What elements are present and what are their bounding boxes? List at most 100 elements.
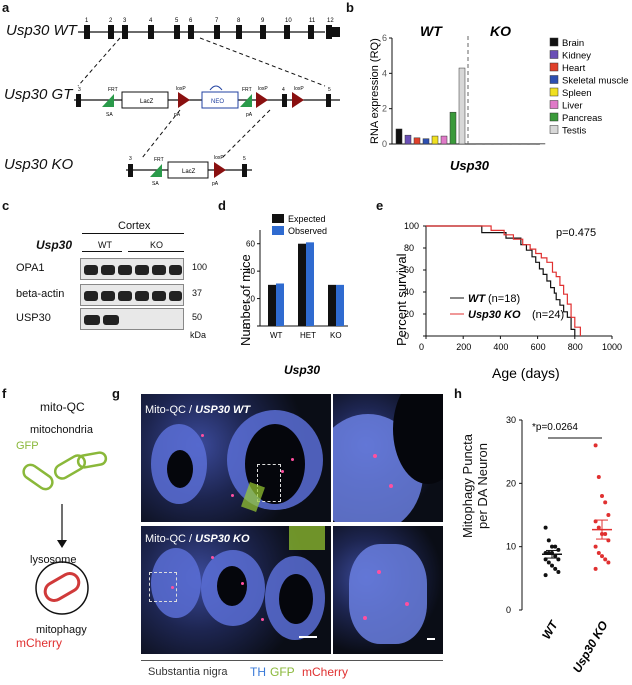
h-point [553,566,558,571]
h-ytick: 20 [506,478,516,488]
svg-text:SA: SA [152,181,159,186]
h-point [603,500,608,505]
b-legend-swatch [549,87,559,97]
mito-qc-schematic [22,451,108,615]
exon-label: 7 [215,18,219,24]
e-ytick: 100 [404,221,419,231]
d-legend-swatch [272,214,284,223]
svg-text:FRT: FRT [242,87,252,93]
e-xlabel: Age (days) [492,365,560,381]
b-legend-label: Skeletal muscle [562,76,629,87]
blot-genotype-label: Usp30 [36,238,73,252]
usp30-ko-label: Usp30 KO [4,156,74,173]
b-bar [395,128,403,145]
blot-wt-label: WT [98,240,112,250]
e-xtick: 200 [456,342,471,352]
mitophagy-chart: 0 10 20 30 WT Usp30 KO *p=0.0264 [506,415,612,675]
svg-text:5: 5 [243,156,246,162]
panel-label-a: a [2,0,10,15]
d-xtick: KO [330,331,342,340]
b-bar [440,135,448,145]
svg-text:FRT: FRT [154,157,164,163]
usp30-gt-label: Usp30 GT [4,86,73,103]
exon-label: 10 [285,18,292,24]
exon-label: 9 [261,18,265,24]
svg-text:LacZ: LacZ [182,169,196,175]
g-wt-title: Mito-QC / USP30 WT [145,404,251,416]
d-bar [328,284,336,326]
e-survival-line [426,225,576,336]
h-point [603,532,608,536]
gene-targeting-diagram: 1 2 3 4 5 6 7 8 9 10 11 12 3 FRT LacZ loxP NEO FRT … [74,18,340,186]
h-xtick: Usp30 KO [570,618,611,675]
g-gfp-label: GFP [270,665,295,679]
d-legend-label: Observed [288,226,327,236]
e-ytick: 40 [404,287,414,297]
e-legend-name: WT [468,293,486,305]
b-legend-swatch [549,75,559,84]
panel-label-e: e [376,198,384,213]
mitochondria-icon [22,451,108,491]
h-point [596,475,601,479]
svg-text:3: 3 [78,87,81,93]
b-legend-swatch [549,50,559,59]
blot-ko-label: KO [150,240,164,250]
svg-text:loxP: loxP [176,86,186,92]
exon-9 [260,25,266,39]
f-mcherry-label: mCherry [16,636,63,650]
e-xtick: 800 [568,342,583,352]
b-bar [422,138,430,145]
mitophagy-mito-icon [43,572,81,602]
e-ytick: 20 [404,309,414,319]
svg-text:LacZ: LacZ [140,99,154,105]
e-legend-n: (n=24) [532,309,564,321]
loxp-site-icon [178,92,190,108]
d-legend-label: Expected [288,214,326,224]
exon-6 [188,25,194,39]
b-bar [449,111,457,145]
e-xtick: 1000 [602,342,622,352]
panel-label-g: g [112,386,120,401]
exon-4 [148,25,154,39]
svg-text:pA: pA [246,112,253,118]
b-legend-label: Spleen [562,88,592,99]
blot-usp30 [80,308,184,330]
e-xtick: 600 [531,342,546,352]
b-xlabel: Usp30 [450,158,490,173]
h-point [556,570,561,574]
exon-8 [236,25,242,39]
exon-label: 1 [85,18,89,24]
e-ytick: 0 [404,331,409,341]
kda-unit: kDa [190,330,207,340]
d-xtick: WT [270,331,283,340]
exon-label: 8 [237,18,241,24]
d-ytick: 60 [246,240,255,249]
svg-text:4: 4 [282,87,285,93]
d-bar [298,243,306,326]
h-point [556,547,561,552]
h-pvalue: *p=0.0264 [532,422,578,433]
f-lysosome-label: lysosome [30,554,77,566]
g-ko-title: Mito-QC / USP30 KO [145,533,250,545]
b-legend-swatch [549,62,559,72]
h-ytick: 10 [506,542,516,552]
blot-region-label: Cortex [118,220,151,232]
exon-10 [284,25,290,39]
micrograph-ko [141,526,331,654]
blot-row-label-actin: beta-actin [16,288,65,300]
svg-text:loxP: loxP [214,155,224,161]
b-wt-label: WT [420,23,443,39]
h-point [593,443,598,448]
e-xtick: 400 [493,342,508,352]
e-legend-name: Usp30 KO [468,309,521,321]
b-legend-swatch [549,37,559,47]
lysosome-icon [35,561,89,615]
f-title: mito-QC [40,400,85,414]
kda-marker-37: 37 [192,288,203,298]
h-point [603,557,608,562]
kda-marker-100: 100 [192,262,208,272]
g-region-label: Substantia nigra [148,666,228,678]
exon-12-end [332,27,340,37]
h-ytick: 0 [506,605,511,615]
svg-text:SA: SA [106,112,113,118]
